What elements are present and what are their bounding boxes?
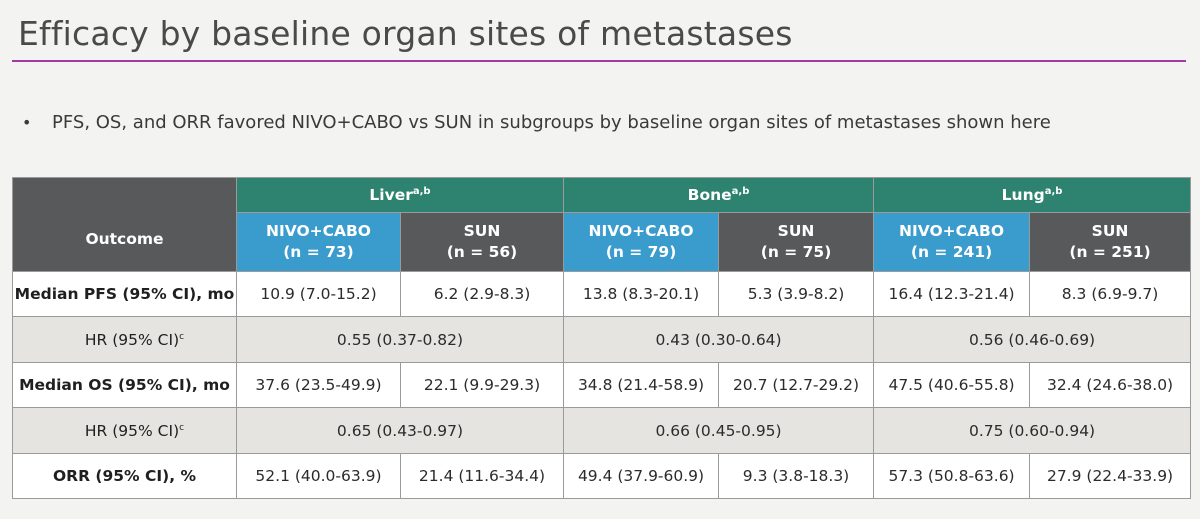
row-label-cell: HR (95% CI)c (12, 407, 237, 454)
arm-header-lung-sun: SUN (n = 251) (1029, 212, 1192, 272)
row-label: ORR (95% CI), % (12, 453, 237, 499)
site-header-bone: Bonea,b (563, 177, 875, 213)
row-footnote: c (179, 422, 185, 433)
row-label: Median OS (95% CI), mo (12, 362, 237, 408)
site-header-lung: Lunga,b (873, 177, 1192, 213)
title-underline (12, 60, 1186, 62)
site-header-liver: Livera,b (235, 177, 565, 213)
table-row-pfs-hr: HR (95% CI)c 0.55 (0.37-0.82) 0.43 (0.30… (12, 316, 1192, 363)
row-label: Median PFS (95% CI), mo (12, 271, 237, 317)
site-footnote: a,b (731, 185, 750, 197)
table-cell: 9.3 (3.8-18.3) (718, 453, 875, 499)
table-cell: 0.65 (0.43-0.97) (235, 407, 565, 454)
table-cell: 0.56 (0.46-0.69) (873, 316, 1192, 363)
table-cell: 0.43 (0.30-0.64) (563, 316, 875, 363)
outcome-header-label: Outcome (85, 229, 164, 248)
table-cell: 34.8 (21.4-58.9) (563, 362, 720, 408)
table-cell: 49.4 (37.9-60.9) (563, 453, 720, 499)
table-cell: 47.5 (40.6-55.8) (873, 362, 1031, 408)
table-row-os-hr: HR (95% CI)c 0.65 (0.43-0.97) 0.66 (0.45… (12, 407, 1192, 454)
table-cell: 57.3 (50.8-63.6) (873, 453, 1031, 499)
efficacy-table: Outcome Livera,b Bonea,b Lunga,b NIVO+CA… (12, 177, 1192, 499)
arm-header-liver-nivo: NIVO+CABO (n = 73) (236, 212, 401, 272)
site-name: Liver (369, 186, 413, 205)
bullet-text: PFS, OS, and ORR favored NIVO+CABO vs SU… (52, 112, 1051, 133)
arm-n: (n = 75) (760, 243, 832, 261)
arm-header-bone-sun: SUN (n = 75) (718, 212, 875, 272)
site-name: Bone (687, 186, 732, 205)
arm-n: (n = 79) (605, 243, 677, 261)
arm-name: SUN (777, 222, 815, 240)
site-name: Lung (1001, 186, 1045, 205)
table-cell: 22.1 (9.9-29.3) (399, 362, 565, 408)
row-label: HR (95% CI) (84, 421, 180, 440)
table-cell: 8.3 (6.9-9.7) (1029, 271, 1192, 317)
bullet-point: • PFS, OS, and ORR favored NIVO+CABO vs … (22, 112, 1051, 133)
arm-name: NIVO+CABO (588, 222, 694, 240)
table-cell: 6.2 (2.9-8.3) (399, 271, 565, 317)
site-footnote: a,b (1044, 185, 1063, 197)
outcome-header: Outcome (12, 177, 237, 272)
table-cell: 21.4 (11.6-34.4) (399, 453, 565, 499)
table-cell: 13.8 (8.3-20.1) (563, 271, 720, 317)
table-cell: 10.9 (7.0-15.2) (236, 271, 401, 317)
table-cell: 0.55 (0.37-0.82) (235, 316, 565, 363)
table-cell: 27.9 (22.4-33.9) (1029, 453, 1192, 499)
slide-title: Efficacy by baseline organ sites of meta… (18, 14, 793, 53)
arm-header-liver-sun: SUN (n = 56) (399, 212, 565, 272)
table-row-median-os: Median OS (95% CI), mo 37.6 (23.5-49.9) … (12, 362, 1192, 408)
arm-name: SUN (463, 222, 501, 240)
arm-header-bone-nivo: NIVO+CABO (n = 79) (563, 212, 720, 272)
arm-header-lung-nivo: NIVO+CABO (n = 241) (873, 212, 1031, 272)
bullet-dot: • (22, 113, 32, 132)
arm-n: (n = 241) (910, 243, 993, 261)
arm-name: SUN (1091, 222, 1129, 240)
arm-name: NIVO+CABO (899, 222, 1005, 240)
table-cell: 37.6 (23.5-49.9) (236, 362, 401, 408)
row-label-cell: HR (95% CI)c (12, 316, 237, 363)
arm-name: NIVO+CABO (266, 222, 371, 240)
table-cell: 5.3 (3.9-8.2) (718, 271, 875, 317)
row-label: HR (95% CI) (84, 330, 180, 349)
site-footnote: a,b (412, 185, 431, 197)
table-cell: 52.1 (40.0-63.9) (236, 453, 401, 499)
row-footnote: c (179, 331, 185, 342)
table-row-orr: ORR (95% CI), % 52.1 (40.0-63.9) 21.4 (1… (12, 453, 1192, 499)
table-cell: 0.66 (0.45-0.95) (563, 407, 875, 454)
table-row-median-pfs: Median PFS (95% CI), mo 10.9 (7.0-15.2) … (12, 271, 1192, 317)
table-cell: 32.4 (24.6-38.0) (1029, 362, 1192, 408)
arm-n: (n = 56) (446, 243, 518, 261)
arm-n: (n = 73) (283, 243, 354, 261)
table-cell: 0.75 (0.60-0.94) (873, 407, 1192, 454)
arm-n: (n = 251) (1069, 243, 1151, 261)
table-cell: 16.4 (12.3-21.4) (873, 271, 1031, 317)
table-cell: 20.7 (12.7-29.2) (718, 362, 875, 408)
